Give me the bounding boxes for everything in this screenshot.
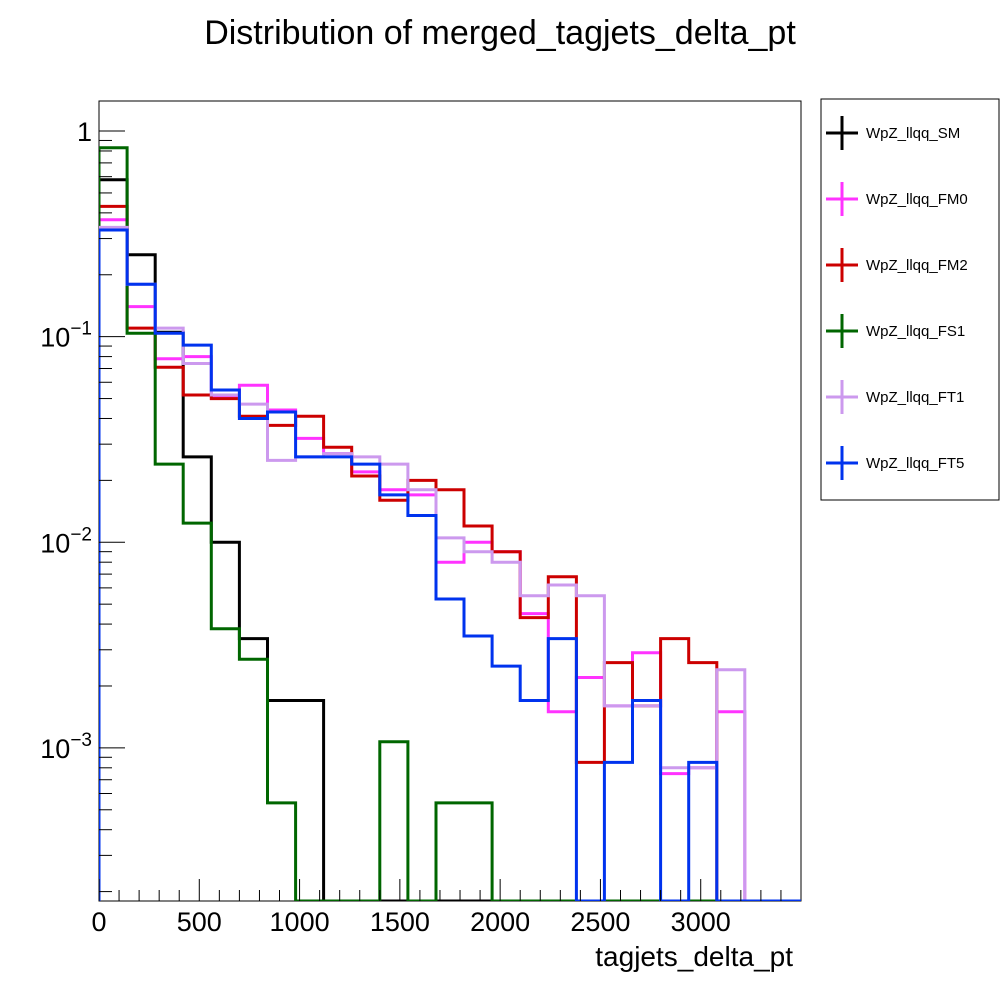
legend-label: WpZ_llqq_FM2 [866,257,968,274]
series-wpz-llqq-fs1 [99,146,801,901]
x-axis-label: tagjets_delta_pt [595,941,793,972]
legend-label: WpZ_llqq_FM0 [866,191,968,208]
series-wpz-llqq-ft1 [99,225,801,901]
series-wpz-llqq-ft5 [99,228,801,901]
y-tick-labels: 1 10−1 10−2 10−3 [40,117,92,764]
series-wpz-llqq-sm [99,178,801,901]
legend-box [820,98,1000,501]
axis-ticks [98,130,782,901]
legend-entry-wpz-llqq-fm0: WpZ_llqq_FM0 [826,182,968,216]
x-tick-label: 0 [91,907,106,937]
y-tick-label: 10−3 [40,730,92,764]
series-layer [99,146,801,901]
x-tick-labels: 0 500 1000 1500 2000 2500 3000 [91,907,730,937]
x-tick-label: 2500 [570,907,630,937]
legend-entry-wpz-llqq-fm2: WpZ_llqq_FM2 [826,248,968,282]
legend: WpZ_llqq_SM WpZ_llqq_FM0 WpZ_llqq_FM2 WpZ_l… [820,98,1000,501]
x-tick-label: 2000 [470,907,530,937]
series-wpz-llqq-fm0 [99,218,801,901]
legend-label: WpZ_llqq_FT1 [866,389,964,406]
x-tick-label: 500 [177,907,222,937]
x-tick-label: 3000 [671,907,731,937]
legend-entry-wpz-llqq-ft5: WpZ_llqq_FT5 [826,446,964,480]
legend-label: WpZ_llqq_FT5 [866,455,964,472]
y-tick-label: 10−1 [40,319,92,353]
legend-entry-wpz-llqq-sm: WpZ_llqq_SM [826,116,960,150]
legend-label: WpZ_llqq_SM [866,125,960,142]
legend-label: WpZ_llqq_FS1 [866,323,965,340]
x-tick-label: 1000 [270,907,330,937]
legend-entry-wpz-llqq-ft1: WpZ_llqq_FT1 [826,380,964,414]
series-wpz-llqq-fm2 [99,204,801,901]
plot-frame [98,100,802,902]
chart-title: Distribution of merged_tagjets_delta_pt [204,14,796,52]
y-tick-label: 1 [77,117,92,147]
legend-entry-wpz-llqq-fs1: WpZ_llqq_FS1 [826,314,965,348]
y-tick-label: 10−2 [40,524,92,558]
x-tick-label: 1500 [370,907,430,937]
